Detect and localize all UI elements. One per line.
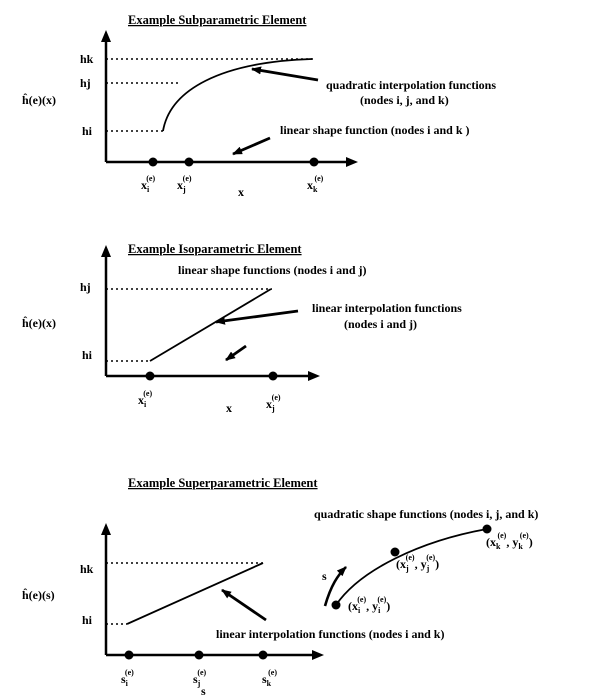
x-node-j-label: xj(e) — [266, 393, 281, 413]
linear-shape-line — [149, 288, 272, 362]
point-k-label: (xk(e), yk(e)) — [486, 531, 533, 551]
linear-interpolation-line — [126, 562, 264, 625]
hj-label: hj — [80, 280, 91, 294]
node-j-dot — [184, 157, 194, 167]
superparametric-panel: Example Superparametric Element hk hi ĥ(… — [22, 476, 538, 695]
y-axis-label: ĥ(e)(x) — [22, 315, 56, 330]
pointer-arrow — [225, 344, 247, 362]
node-j-dot — [194, 650, 204, 660]
y-axis-label: ĥ(e)(s) — [22, 587, 55, 602]
annotation-linear-interpolation-line2: (nodes i and j) — [344, 317, 417, 331]
y-axis-arrowhead — [101, 245, 111, 257]
point-i-dot — [331, 600, 341, 610]
hk-label: hk — [80, 562, 94, 576]
hi-label: hi — [82, 613, 93, 627]
pointer-arrow — [221, 588, 267, 622]
hi-label: hi — [82, 124, 93, 138]
subparametric-title: Example Subparametric Element — [128, 13, 307, 27]
isoparametric-title: Example Isoparametric Element — [128, 242, 302, 256]
quadratic-shape-curve — [335, 528, 488, 606]
pointer-arrow — [215, 309, 299, 325]
x-axis-arrowhead — [308, 371, 320, 381]
node-i-dot — [145, 371, 155, 381]
x-node-k-label: xk(e) — [307, 174, 324, 194]
x-axis-label: s — [201, 684, 206, 695]
annotation-linear-shape: linear shape function (nodes i and k ) — [280, 123, 470, 137]
node-k-dot — [258, 650, 268, 660]
s-node-j-label: sj(e) — [193, 668, 207, 688]
annotation-quadratic-shape: quadratic shape functions (nodes i, j, a… — [314, 507, 538, 521]
s-curve-label: s — [322, 569, 327, 583]
x-node-i-label: xi(e) — [141, 174, 155, 194]
annotation-quadratic-line2: (nodes i, j, and k) — [360, 93, 449, 107]
point-k-dot — [482, 524, 492, 534]
x-axis-arrowhead — [346, 157, 358, 167]
x-node-j-label: xj(e) — [177, 174, 192, 194]
s-node-i-label: si(e) — [121, 668, 134, 688]
isoparametric-panel: Example Isoparametric Element hj hi ĥ(e)… — [22, 242, 462, 415]
pointer-arrow — [232, 136, 271, 156]
y-axis-label: ĥ(e)(x) — [22, 92, 56, 107]
y-axis-arrowhead — [101, 523, 111, 535]
annotation-linear-interpolation: linear interpolation functions (nodes i … — [216, 627, 444, 641]
node-i-dot — [148, 157, 158, 167]
point-j-label: (xj(e), yj(e)) — [396, 553, 439, 573]
node-i-dot — [124, 650, 134, 660]
s-node-k-label: sk(e) — [262, 668, 277, 688]
annotation-quadratic-line1: quadratic interpolation functions — [326, 78, 496, 92]
quadratic-interpolation-curve — [162, 58, 313, 132]
x-node-i-label: xi(e) — [138, 389, 152, 409]
node-j-dot — [268, 371, 278, 381]
superparametric-title: Example Superparametric Element — [128, 476, 318, 490]
hj-label: hj — [80, 76, 91, 90]
hi-label: hi — [82, 348, 93, 362]
s-direction-arrow — [323, 566, 347, 607]
point-i-label: (xi(e), yi(e)) — [348, 595, 390, 615]
hk-label: hk — [80, 52, 94, 66]
x-axis-label: x — [238, 185, 244, 199]
annotation-linear-shape: linear shape functions (nodes i and j) — [178, 263, 366, 277]
y-axis-arrowhead — [101, 30, 111, 42]
point-j-dot — [390, 547, 400, 557]
annotation-linear-interpolation-line1: linear interpolation functions — [312, 301, 462, 315]
x-axis-arrowhead — [312, 650, 324, 660]
x-axis-label: x — [226, 401, 232, 415]
pointer-arrow — [251, 66, 319, 82]
subparametric-panel: Example Subparametric Element hk hj hi ĥ… — [22, 13, 496, 199]
node-k-dot — [309, 157, 319, 167]
